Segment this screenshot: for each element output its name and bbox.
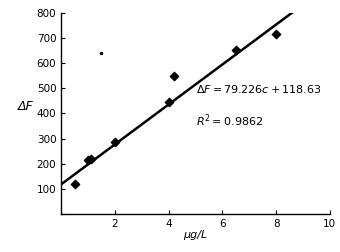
- Point: [166, 100, 171, 104]
- X-axis label: μg/L: μg/L: [183, 230, 208, 240]
- Point: [88, 157, 94, 161]
- Point: [233, 48, 239, 52]
- Text: $R^2 = 0.9862$: $R^2 = 0.9862$: [195, 112, 263, 129]
- Point: [273, 32, 279, 36]
- Text: $\Delta F = 79.226c + 118.63$: $\Delta F = 79.226c + 118.63$: [195, 83, 321, 95]
- Point: [171, 74, 177, 78]
- Point: [112, 140, 118, 144]
- Point: [85, 158, 91, 162]
- Y-axis label: ΔF: ΔF: [18, 100, 33, 113]
- Point: [72, 182, 77, 186]
